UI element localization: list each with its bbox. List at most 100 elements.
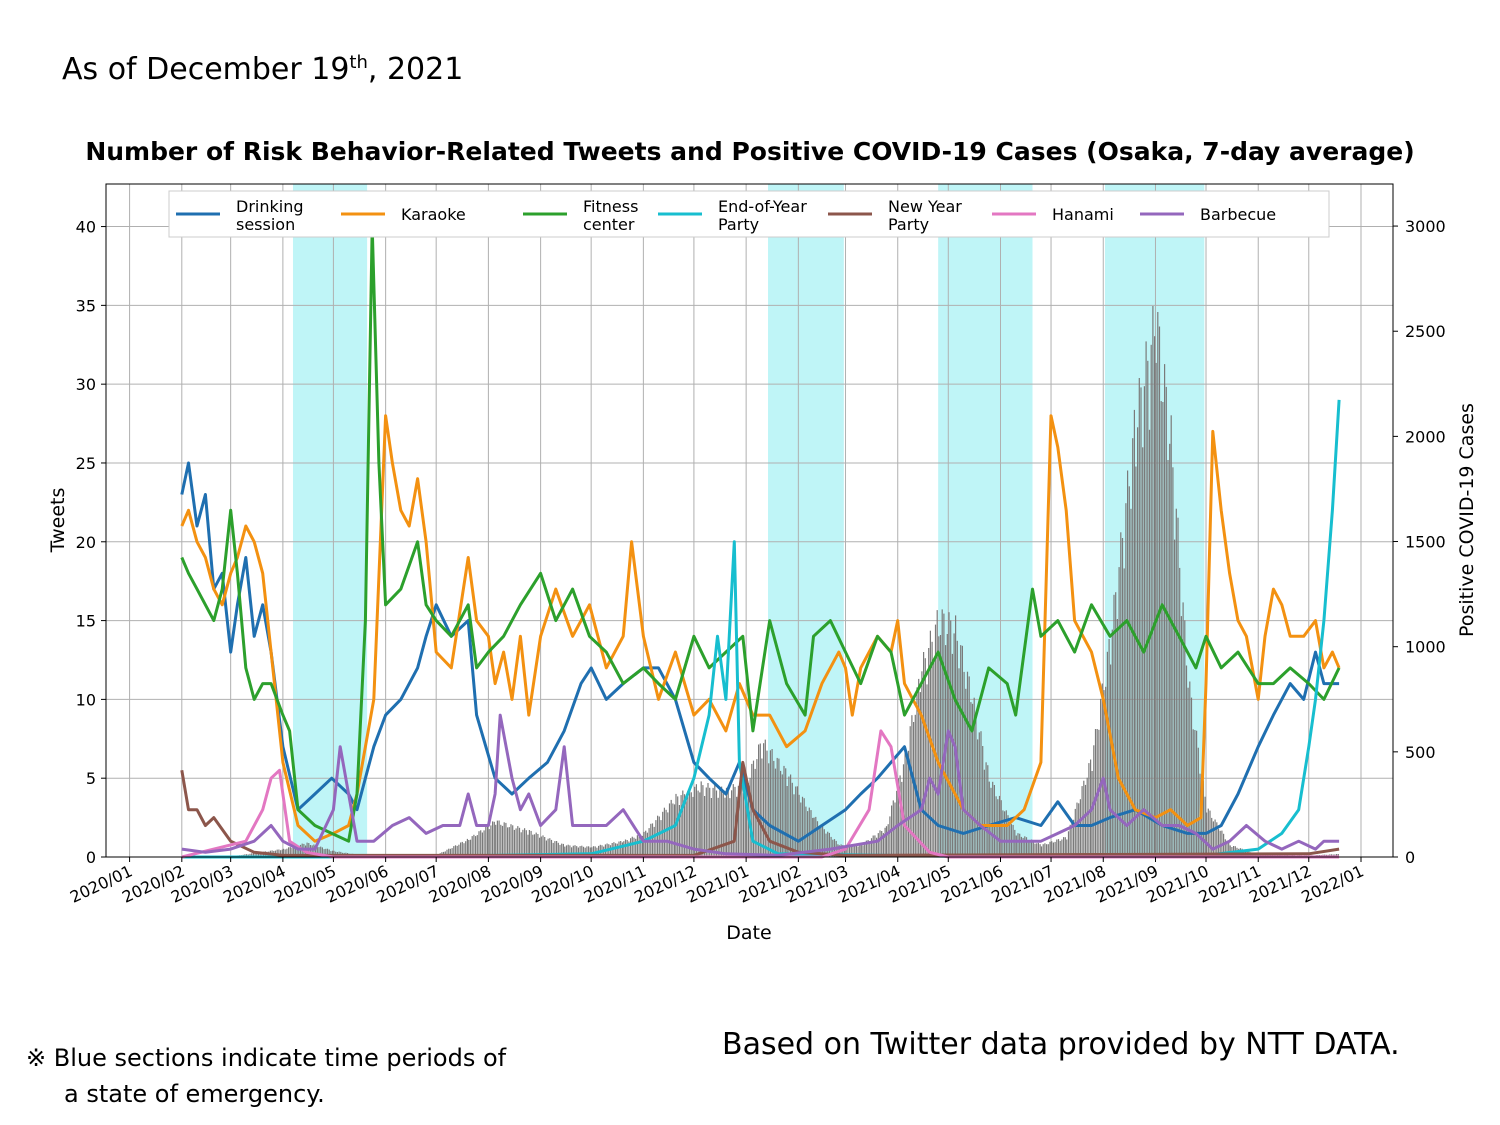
case-bar — [294, 845, 296, 857]
case-bar — [1170, 415, 1172, 857]
case-bar — [911, 715, 913, 857]
case-bar — [282, 848, 285, 857]
case-bar — [1115, 592, 1117, 857]
case-bar — [965, 688, 967, 857]
case-bar — [715, 790, 718, 857]
case-bar — [288, 847, 290, 857]
case-bar — [645, 830, 647, 857]
case-bar — [577, 847, 579, 857]
case-bar — [737, 785, 739, 857]
case-bar — [1224, 839, 1226, 857]
case-bar — [916, 687, 918, 857]
case-bar — [559, 844, 561, 857]
case-bar — [1216, 822, 1218, 857]
case-bar — [561, 843, 563, 857]
footnote-line-2: a state of emergency. — [64, 1080, 325, 1108]
case-bar — [978, 732, 980, 857]
case-bar — [1179, 567, 1181, 857]
case-bar — [678, 805, 680, 857]
case-bar — [581, 845, 583, 857]
case-bar — [913, 722, 915, 857]
case-bar — [852, 844, 854, 857]
case-bar — [582, 846, 585, 857]
case-bar — [923, 652, 925, 857]
case-bar — [1025, 837, 1028, 857]
case-bar — [897, 778, 899, 857]
case-bar — [790, 774, 792, 857]
plot-frame — [105, 183, 1394, 858]
case-bar — [446, 849, 448, 857]
case-bar — [849, 845, 851, 857]
case-bar — [689, 787, 691, 857]
case-bar — [658, 816, 660, 857]
legend-label: Karaoke — [401, 205, 466, 224]
case-bar — [876, 837, 878, 857]
case-bar — [1228, 841, 1230, 857]
case-bar — [463, 843, 465, 857]
case-bar — [586, 846, 588, 857]
case-bar — [926, 684, 928, 857]
case-bar — [924, 658, 926, 857]
case-bar — [712, 787, 714, 857]
case-bar — [1196, 730, 1198, 857]
case-bar — [795, 786, 797, 857]
case-bar — [1078, 803, 1080, 857]
case-bar — [1138, 378, 1140, 857]
case-bar — [513, 829, 515, 857]
case-bar — [704, 796, 706, 857]
case-bar — [722, 793, 724, 857]
case-bar — [584, 847, 586, 857]
case-bar — [1182, 602, 1184, 857]
case-bar — [717, 797, 719, 857]
case-bar — [498, 820, 500, 857]
case-bar — [982, 746, 984, 857]
case-bar — [1169, 443, 1171, 857]
case-bar — [1150, 344, 1152, 857]
case-bar — [862, 845, 864, 857]
case-bar — [1217, 828, 1220, 857]
legend-label-line2: Party — [888, 215, 929, 234]
case-bar — [803, 798, 805, 857]
case-bar — [690, 792, 692, 857]
case-bar — [692, 796, 694, 857]
case-bar — [919, 692, 921, 857]
case-bar — [904, 752, 906, 857]
case-bar — [955, 615, 957, 857]
case-bar — [939, 635, 942, 857]
case-bar — [1130, 508, 1132, 857]
case-bar — [547, 838, 549, 857]
case-bar — [1202, 780, 1204, 857]
y-tick-label: 35 — [76, 296, 96, 315]
case-bar — [488, 829, 490, 857]
case-bar — [483, 830, 485, 857]
case-bar — [918, 678, 920, 857]
case-bar — [635, 838, 637, 857]
case-bar — [544, 837, 546, 857]
case-bar — [725, 787, 728, 857]
case-bar — [1152, 306, 1154, 857]
case-bar — [901, 781, 903, 857]
case-bar — [471, 836, 473, 857]
case-bar — [662, 811, 664, 857]
case-bar — [517, 826, 519, 857]
case-bar — [1209, 810, 1211, 857]
case-bar — [1063, 837, 1065, 857]
case-bar — [1014, 829, 1016, 857]
case-bar — [977, 739, 979, 857]
case-bar — [539, 837, 541, 857]
case-bar — [1034, 843, 1036, 857]
case-bar — [1067, 831, 1070, 857]
case-bar — [522, 829, 524, 857]
case-bar — [818, 827, 820, 857]
x-axis-label: Date — [726, 922, 771, 944]
case-bar — [710, 798, 712, 857]
case-bar — [1197, 747, 1199, 857]
case-bar — [699, 792, 701, 857]
case-bar — [609, 845, 612, 857]
case-bar — [721, 786, 723, 857]
case-bar — [685, 801, 687, 857]
case-bar — [549, 838, 551, 857]
case-bar — [1064, 837, 1066, 857]
case-bar — [845, 845, 847, 857]
case-bar — [756, 759, 758, 857]
